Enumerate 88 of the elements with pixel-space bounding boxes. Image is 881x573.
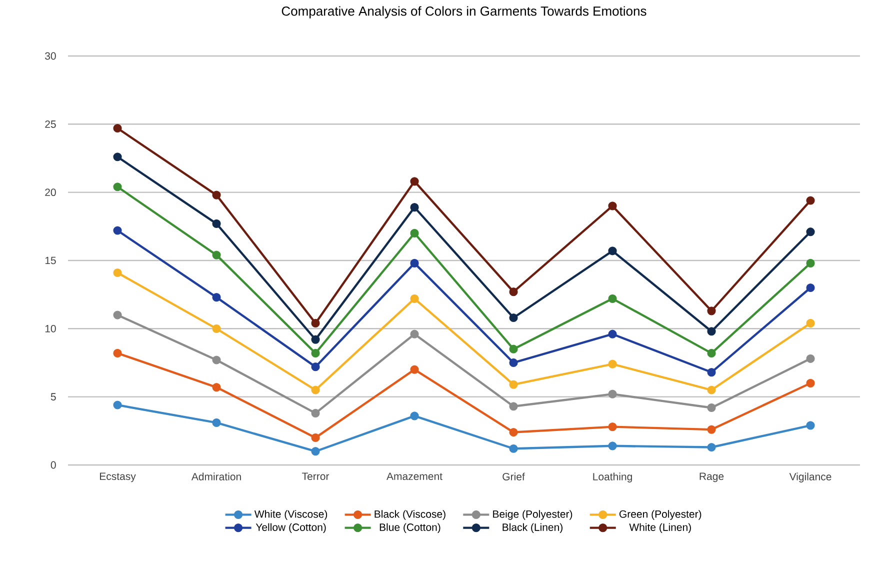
point (212, 219, 221, 228)
point (311, 447, 320, 456)
x-tick-label: Amazement (386, 472, 442, 480)
point (113, 268, 122, 278)
point (707, 327, 716, 336)
x-tick-label: Ecstasy (100, 472, 136, 482)
point (410, 177, 419, 186)
x-tick-label: Rage (700, 472, 724, 482)
x-tick-label: Admiration (191, 472, 241, 480)
y-tick-label: 20 (45, 188, 56, 196)
point (212, 418, 221, 428)
y-tick-label: 15 (45, 256, 56, 264)
x-tick-label: Loathing (593, 472, 632, 482)
x-tick-label: Terror (302, 472, 330, 480)
chart-title: Comparative Analysis of Colors in Garments Towards Emotions (282, 6, 646, 18)
point (608, 202, 617, 210)
point (311, 348, 320, 358)
point (608, 330, 617, 338)
point (707, 442, 716, 452)
point (806, 318, 815, 328)
point (311, 386, 320, 394)
point (311, 362, 320, 372)
point (806, 228, 815, 236)
legend-label: Black (Linen) (502, 523, 562, 534)
legend-label: Green (Polyester) (619, 510, 702, 520)
point (212, 292, 221, 302)
point (113, 400, 122, 410)
y-tick-label: 30 (45, 52, 56, 60)
point (608, 360, 617, 368)
point (509, 380, 518, 389)
point (806, 283, 815, 292)
point (212, 324, 221, 333)
point (707, 425, 716, 434)
y-tick-label: 10 (45, 324, 56, 332)
point (311, 335, 320, 344)
legend-label: Blue (Cotton) (380, 523, 440, 534)
x-tick-label: Vigilance (789, 472, 832, 482)
point (410, 228, 419, 238)
point (113, 226, 122, 235)
y-tick-label: 5 (50, 393, 56, 400)
legend-label: Black (Viscose) (374, 510, 446, 520)
point (509, 288, 518, 296)
point (113, 124, 122, 133)
point (608, 390, 617, 398)
point (509, 358, 518, 368)
point (509, 444, 518, 453)
legend-label: White (Linen) (629, 523, 691, 534)
point (410, 412, 419, 420)
y-tick-label: 25 (45, 120, 56, 128)
point (410, 203, 419, 212)
point (509, 313, 518, 322)
point (113, 152, 122, 162)
point (707, 368, 716, 377)
point (212, 250, 221, 260)
legend-label: Beige (Polyester) (493, 510, 572, 520)
point (608, 422, 617, 432)
point (806, 378, 815, 388)
point (410, 330, 419, 338)
point (509, 402, 518, 411)
legend-label: Yellow (Cotton) (256, 523, 326, 534)
point (113, 348, 122, 358)
legend-label: White (Viscose) (254, 510, 328, 520)
point (509, 428, 518, 437)
point (311, 318, 320, 328)
point (113, 182, 122, 192)
point (311, 433, 320, 442)
point (707, 386, 716, 394)
point (707, 306, 716, 316)
point (806, 354, 815, 363)
point (707, 348, 716, 358)
point (707, 403, 716, 412)
point (608, 442, 617, 450)
point (212, 356, 221, 364)
point (212, 190, 221, 200)
point (113, 310, 122, 320)
y-tick-label: 0 (50, 461, 56, 469)
x-tick-label: Grief (502, 472, 525, 480)
point (212, 382, 221, 392)
point (806, 196, 815, 205)
point (608, 246, 617, 256)
point (806, 258, 815, 268)
point (806, 421, 815, 430)
point (410, 258, 419, 268)
point (509, 344, 518, 354)
point (311, 408, 320, 418)
point (608, 294, 617, 303)
point (410, 294, 419, 303)
point (410, 365, 419, 374)
